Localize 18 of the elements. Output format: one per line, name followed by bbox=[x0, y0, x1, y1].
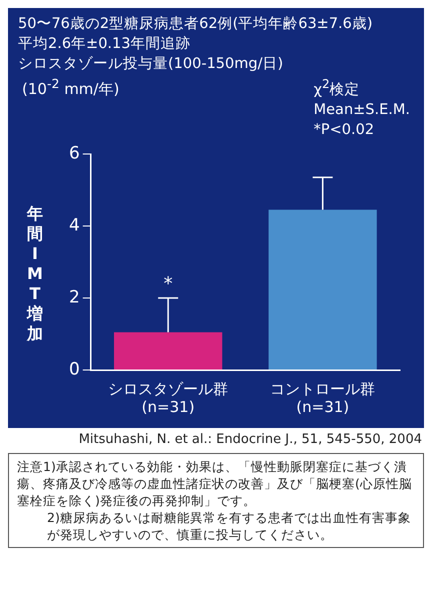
x-tick-label: シロスタゾール群 (n=31) bbox=[108, 380, 228, 416]
chart-subtitle: 平均2.6年±0.13年間追跡 bbox=[18, 35, 192, 54]
text: シロスタゾール投与量(100-150mg/日) bbox=[18, 55, 284, 74]
text: Mean±S.E.M. bbox=[314, 100, 410, 120]
annotation: * bbox=[164, 274, 173, 295]
y-tick-label: 0 bbox=[68, 359, 80, 380]
x-tick-label: コントロール群 (n=31) bbox=[270, 380, 376, 416]
y-tick-label: 2 bbox=[68, 287, 80, 308]
y-axis-title: 年間IMT増加 bbox=[26, 204, 44, 344]
y-tick-label: 4 bbox=[68, 215, 80, 236]
text: 注意1)承認されている効能・効果は、「慢性動脈閉塞症に基づく潰瘍、疼痛及び冷感等の虚血性諸症状の改善」及び「脳梗塞(心原性脳塞栓症を除く)発症後の再発抑制」です。 bbox=[17, 458, 413, 509]
text: *P<0.02 bbox=[314, 120, 376, 140]
text: Mitsuhashi, N. et al.: Endocrine J., 51, 545-550, 2004 bbox=[78, 432, 422, 447]
text: (10$^{-2}$ mm/年) bbox=[22, 76, 120, 99]
text: χ$^{2}$検定 bbox=[314, 76, 361, 100]
y-tick-label: 6 bbox=[68, 143, 80, 164]
text: 2)糖尿病あるいは耐糖能異常を有する患者では出血性有害事象が発現しやすいので、慎重に投与してください。 bbox=[46, 509, 412, 543]
chart-title: 50〜76歳の2型糖尿病患者62例(平均年齢63±7.6歳) bbox=[18, 15, 374, 34]
